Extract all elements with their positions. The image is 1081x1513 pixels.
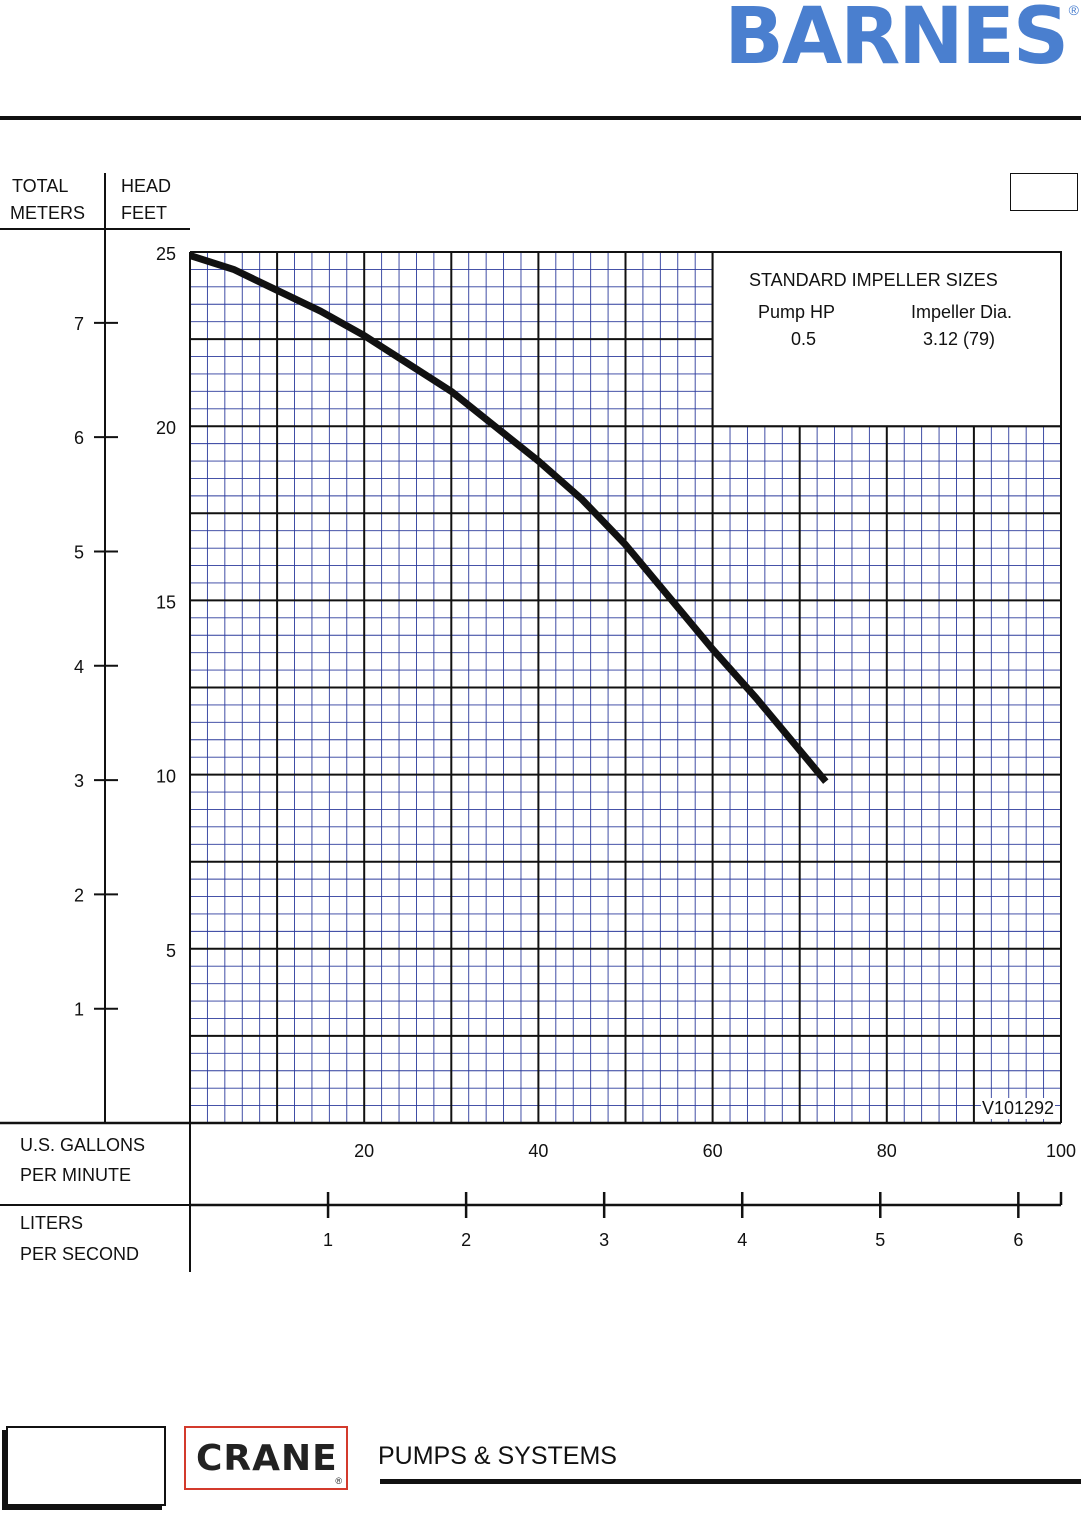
legend-hp-value: 0.5 — [791, 329, 817, 349]
x-axis-lps-label-line2: PER SECOND — [20, 1244, 140, 1264]
crane-logo: CRANE ® — [184, 1426, 348, 1490]
meters-tick-label: 6 — [74, 428, 84, 448]
x-tick-label-gpm: 20 — [354, 1141, 374, 1161]
model-number-box — [1010, 173, 1078, 211]
meters-tick-label: 5 — [74, 542, 84, 562]
crane-registered-mark: ® — [335, 1476, 342, 1486]
axis-header-feet: FEET — [121, 203, 168, 223]
y-tick-label-feet: 10 — [156, 767, 176, 787]
barnes-logo: BARNES — [724, 0, 1069, 82]
legend-title: STANDARD IMPELLER SIZES — [749, 270, 998, 290]
x-axis-gpm-label-line1: U.S. GALLONS — [20, 1135, 146, 1155]
crane-logo-text: CRANE — [196, 1438, 338, 1479]
lps-tick-label: 2 — [461, 1230, 471, 1250]
lps-tick-label: 4 — [737, 1230, 747, 1250]
tick-layer: 5 10 15 20 25 1 2 3 4 5 6 7 20 40 60 80 100 1 2 3 4 5 6 — [74, 244, 1076, 1250]
x-axis-lps-label-line1: LITERS — [20, 1213, 84, 1233]
lps-tick-label: 5 — [875, 1230, 885, 1250]
lps-tick-label: 1 — [323, 1230, 333, 1250]
y-tick-label-feet: 15 — [156, 592, 176, 612]
x-tick-label-gpm: 60 — [703, 1141, 723, 1161]
axis-frame — [0, 173, 1061, 1272]
lps-tick-label: 3 — [599, 1230, 609, 1250]
axis-header-meters: METERS — [10, 203, 86, 223]
x-tick-label-gpm: 100 — [1046, 1141, 1076, 1161]
meters-tick-label: 3 — [74, 771, 84, 791]
registered-mark: ® — [1068, 2, 1079, 18]
lps-tick-label: 6 — [1013, 1230, 1023, 1250]
meters-tick-label: 1 — [74, 1000, 84, 1020]
footer-tagline: PUMPS & SYSTEMS — [378, 1442, 617, 1470]
header-rule — [0, 116, 1081, 120]
axis-header-total: TOTAL — [12, 176, 69, 196]
x-tick-label-gpm: 80 — [877, 1141, 897, 1161]
legend-box — [711, 251, 1062, 428]
x-axis-gpm-label-line2: PER MINUTE — [20, 1165, 132, 1185]
y-tick-label-feet: 20 — [156, 418, 176, 438]
meters-tick-label: 2 — [74, 885, 84, 905]
y-tick-label-feet: 25 — [156, 244, 176, 264]
meters-tick-label: 4 — [74, 657, 84, 677]
y-tick-label-feet: 5 — [166, 941, 176, 961]
chart-id-label: V101292 — [981, 1098, 1056, 1119]
pump-curve-line — [188, 252, 829, 784]
legend-col2-header: Impeller Dia. — [911, 302, 1013, 322]
meters-tick-label: 7 — [74, 314, 84, 334]
footer-rule — [380, 1479, 1081, 1484]
x-tick-label-gpm: 40 — [528, 1141, 548, 1161]
curve-layer — [188, 252, 829, 784]
footer-page-box — [6, 1426, 166, 1506]
legend-col1-header: Pump HP — [758, 302, 836, 322]
legend-impeller-value: 3.12 (79) — [923, 329, 996, 349]
axis-header-head: HEAD — [121, 176, 172, 196]
